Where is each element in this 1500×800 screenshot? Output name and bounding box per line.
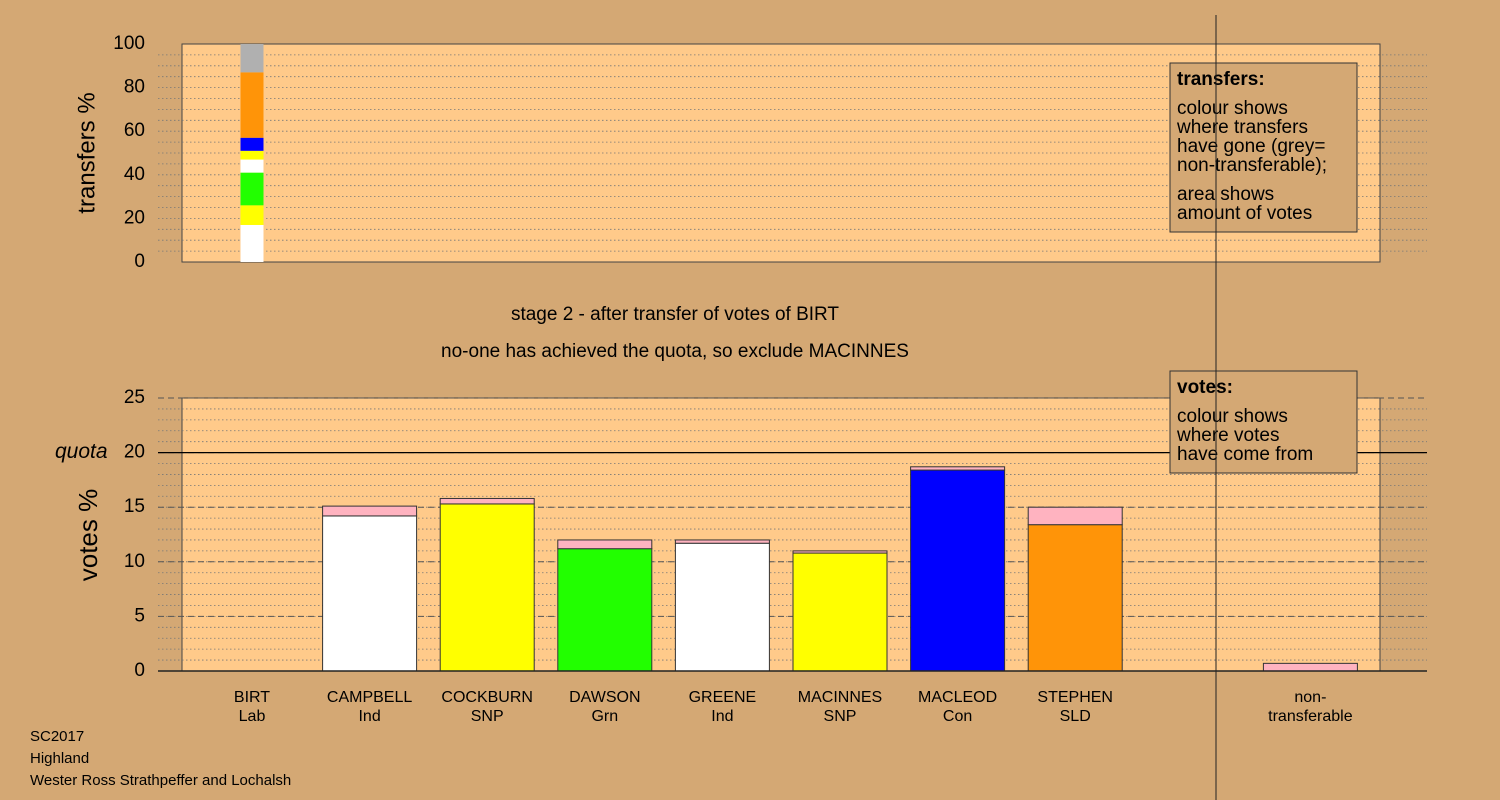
segment (240, 172, 264, 206)
legend-text: colour shows (1177, 406, 1288, 427)
legend-text: colour shows (1177, 98, 1288, 119)
segment (240, 205, 264, 225)
x-tick-label: SNP (471, 708, 504, 725)
stage-text: stage 2 - after transfer of votes of BIR… (511, 304, 839, 325)
bar (1262, 662, 1358, 672)
segment (240, 44, 264, 73)
footer-text: Wester Ross Strathpeffer and Lochalsh (30, 772, 291, 789)
legend-title: votes: (1177, 377, 1233, 398)
bar (792, 550, 888, 554)
y-tick-label: 15 (124, 496, 145, 517)
x-tick-label: STEPHEN (1037, 689, 1113, 706)
x-tick-label: COCKBURN (441, 689, 533, 706)
y-axis-label: transfers % (73, 92, 100, 213)
footer-text: Highland (30, 750, 89, 767)
stage-text: no-one has achieved the quota, so exclud… (441, 341, 909, 362)
bar (557, 548, 653, 672)
bar (674, 542, 770, 672)
y-tick-label: 40 (124, 164, 145, 185)
x-tick-label: DAWSON (569, 689, 640, 706)
bar (792, 552, 888, 672)
y-tick-label: 20 (124, 442, 145, 463)
legend-text: have gone (grey= (1177, 136, 1325, 157)
y-tick-label: 5 (134, 605, 145, 626)
bar (322, 515, 418, 672)
y-tick-label: 100 (113, 33, 145, 54)
x-tick-label: Grn (591, 708, 618, 725)
legend-title: transfers: (1177, 69, 1265, 90)
bar (322, 505, 418, 517)
y-tick-label: 80 (124, 77, 145, 98)
x-tick-label: Lab (239, 708, 266, 725)
legend-text: area shows (1177, 184, 1274, 205)
segment (240, 224, 264, 262)
x-tick-label: SLD (1060, 708, 1091, 725)
quota-label: quota (55, 440, 108, 463)
x-tick-label: Ind (358, 708, 380, 725)
segment (240, 150, 264, 160)
legend-text: have come from (1177, 444, 1313, 465)
y-tick-label: 10 (124, 551, 145, 572)
x-tick-label: non- (1294, 689, 1326, 706)
bar (674, 539, 770, 544)
bar (910, 469, 1006, 672)
x-tick-label: transferable (1268, 708, 1353, 725)
x-tick-label: SNP (824, 708, 857, 725)
segment (240, 159, 264, 173)
y-tick-label: 0 (134, 660, 145, 681)
legend-text: where votes (1176, 425, 1279, 446)
bar (439, 497, 535, 505)
segment (240, 137, 264, 151)
y-axis-label: votes % (73, 489, 103, 582)
x-tick-label: MACLEOD (918, 689, 997, 706)
x-tick-label: BIRT (234, 689, 270, 706)
bar (1027, 506, 1123, 526)
bar (1027, 524, 1123, 672)
y-tick-label: 25 (124, 387, 145, 408)
bar (557, 539, 653, 550)
x-tick-label: CAMPBELL (327, 689, 412, 706)
legend-box (1169, 370, 1358, 474)
y-tick-label: 0 (134, 251, 145, 272)
x-tick-label: MACINNES (798, 689, 882, 706)
y-tick-label: 20 (124, 207, 145, 228)
x-tick-label: GREENE (689, 689, 757, 706)
legend-text: amount of votes (1177, 203, 1312, 224)
bar (439, 503, 535, 672)
x-tick-label: Ind (711, 708, 733, 725)
y-tick-label: 60 (124, 120, 145, 141)
bar (910, 466, 1006, 471)
legend-text: where transfers (1176, 117, 1308, 138)
footer-text: SC2017 (30, 728, 84, 745)
legend-text: non-transferable); (1177, 155, 1327, 176)
segment (240, 72, 264, 138)
legend-box (1169, 62, 1358, 233)
x-tick-label: Con (943, 708, 972, 725)
